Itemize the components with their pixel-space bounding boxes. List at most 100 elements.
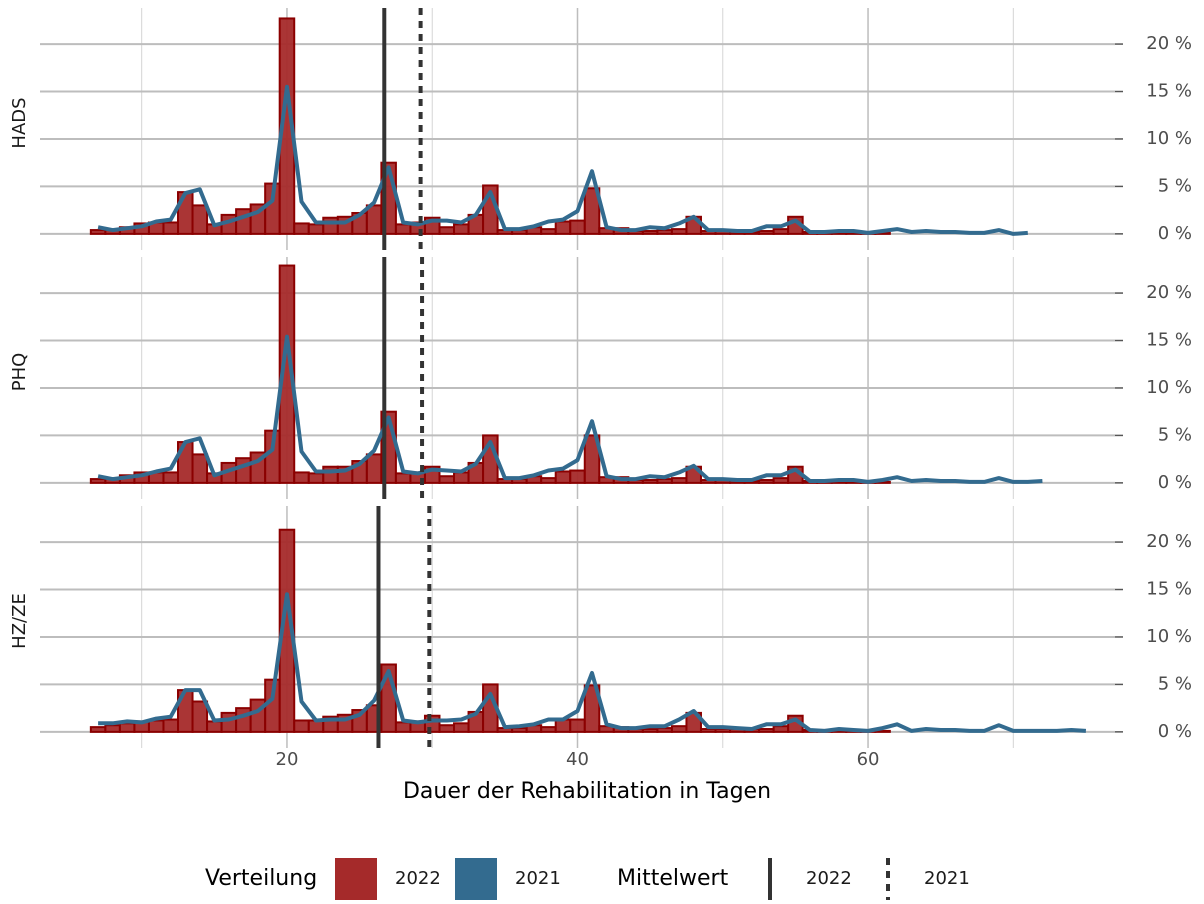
bar	[554, 470, 572, 484]
bar	[293, 222, 310, 235]
legend-title: Verteilung	[205, 866, 317, 891]
x-tick-label: 60	[857, 749, 880, 770]
bar	[583, 187, 601, 235]
line	[97, 334, 1043, 484]
x-axis-title: Dauer der Rehabilitation in Tagen	[403, 779, 771, 804]
y-tick-label: 5 %	[1158, 424, 1192, 445]
y-tick-label: 0 %	[1158, 223, 1192, 244]
bar	[569, 469, 586, 484]
legend-label: 2022	[806, 868, 852, 889]
bar	[670, 477, 688, 484]
line	[98, 592, 1087, 733]
bar	[365, 453, 383, 484]
bar	[758, 479, 775, 484]
bar	[453, 223, 470, 235]
bar	[235, 707, 252, 733]
bar	[569, 219, 586, 235]
facet-label: PHQ	[9, 353, 30, 392]
bar	[365, 204, 383, 235]
bar	[235, 457, 252, 484]
bar	[540, 228, 557, 235]
bar	[278, 264, 296, 484]
bar	[656, 727, 673, 733]
bar	[235, 208, 252, 235]
legend-swatch	[335, 858, 377, 900]
y-tick-label: 0 %	[1158, 472, 1192, 493]
x-tick-label: 40	[566, 749, 589, 770]
bar	[772, 477, 790, 484]
bar	[89, 726, 107, 733]
bar	[583, 684, 601, 733]
bar	[162, 471, 180, 484]
bar	[758, 230, 775, 235]
bar	[322, 216, 339, 235]
bar	[656, 478, 673, 484]
bar	[191, 204, 209, 235]
y-tick-label: 15 %	[1146, 81, 1192, 102]
line	[97, 84, 1028, 236]
bar	[656, 229, 673, 235]
bar	[438, 226, 456, 235]
bar	[670, 228, 688, 235]
bar	[307, 472, 325, 484]
bar	[772, 725, 790, 733]
y-tick-label: 10 %	[1146, 377, 1192, 398]
bar	[641, 728, 659, 733]
bar	[699, 728, 717, 733]
y-tick-label: 10 %	[1146, 626, 1192, 647]
bar	[423, 714, 441, 733]
bar	[438, 475, 456, 484]
bar	[104, 724, 121, 733]
bar	[89, 229, 107, 235]
bar	[641, 479, 659, 484]
bar	[758, 728, 775, 733]
x-tick-label: 20	[276, 749, 299, 770]
bar	[147, 719, 165, 733]
bar	[118, 722, 136, 733]
y-tick-label: 5 %	[1158, 175, 1192, 196]
y-tick-label: 10 %	[1146, 128, 1192, 149]
bar	[670, 725, 688, 733]
legend-label: 2021	[924, 868, 970, 889]
legend-title: Mittelwert	[617, 866, 729, 891]
bar	[554, 220, 572, 235]
bar	[540, 726, 557, 733]
y-tick-label: 15 %	[1146, 579, 1192, 600]
bar	[394, 472, 412, 484]
legend-label: 2021	[515, 868, 561, 889]
legend-label: 2022	[395, 868, 441, 889]
bar	[162, 718, 180, 733]
y-tick-label: 20 %	[1146, 33, 1192, 54]
bar	[278, 528, 296, 733]
bar	[220, 711, 238, 733]
y-tick-label: 15 %	[1146, 330, 1192, 351]
bar	[583, 434, 601, 484]
bar	[307, 223, 325, 235]
bar	[89, 478, 107, 484]
bar	[641, 230, 659, 235]
bar	[394, 223, 412, 235]
bar	[453, 471, 470, 484]
y-tick-label: 0 %	[1158, 721, 1192, 742]
bar	[191, 700, 209, 733]
bar	[438, 724, 456, 733]
bar	[162, 221, 180, 235]
bar	[453, 722, 470, 733]
bar	[293, 471, 310, 484]
bar	[278, 17, 296, 235]
bar	[206, 720, 223, 733]
bar	[511, 727, 528, 733]
legend-swatch	[455, 858, 497, 900]
bar	[540, 477, 557, 484]
facet-label: HADS	[9, 97, 30, 148]
y-tick-label: 20 %	[1146, 282, 1192, 303]
bar	[394, 721, 412, 733]
bar	[293, 719, 310, 733]
y-tick-label: 5 %	[1158, 673, 1192, 694]
y-tick-label: 20 %	[1146, 531, 1192, 552]
facet-label: HZ/ZE	[9, 593, 30, 649]
bar	[191, 453, 209, 484]
bar	[772, 228, 790, 235]
bar	[569, 718, 586, 733]
